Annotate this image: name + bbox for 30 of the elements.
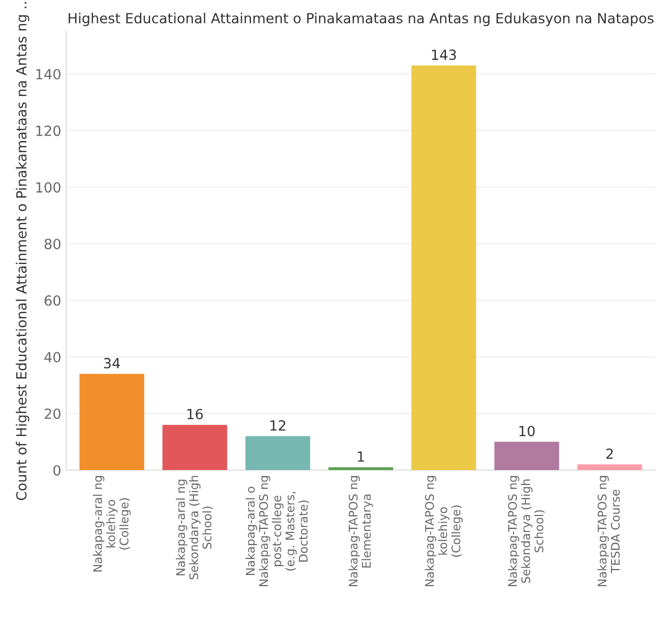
bar [411,66,476,470]
y-tick-label: 100 [36,182,60,193]
data-label: 143 [432,50,456,60]
x-tick-label: Nakapag-TAPOS ng kolehiyo (College) [424,476,463,586]
x-tick-label: Nakapag-TAPOS ng TESDA Course [597,476,620,586]
data-label: 34 [104,358,120,368]
bar [79,374,144,470]
data-label: 1 [358,451,364,462]
x-tick-label: Nakapag-aral o Nakapag-TAPOS ng post-college (e.g. Masters, Doctorate) [246,476,310,586]
x-tick-label: Nakapag-TAPOS ng Elementarya [348,476,374,586]
y-tick-label: 140 [36,68,60,80]
y-tick-label: 0 [53,465,60,476]
x-tick-label: Nakapag-TAPOS ng Sekondarya (High School) [508,476,545,586]
y-tick-label: 40 [44,352,60,362]
bar [494,442,560,470]
y-tick-label: 20 [44,408,60,419]
chart-title: Highest Educational Attainment o Pinakamataas na Antas ng Edukasyon na Natapos [68,12,654,26]
data-label: 12 [270,420,286,430]
x-tick-label: Nakapag-aral ng Sekondarya (High School) [176,476,213,580]
bar [577,464,642,470]
bar [245,436,310,470]
y-tick-label: 60 [44,295,60,306]
y-axis-title: Count of Highest Educational Attainment o Pinakamataas na Antas ng .. [16,2,30,500]
data-label: 16 [188,408,203,420]
bar [162,424,228,470]
data-label: 10 [519,426,535,436]
y-tick-label: 80 [44,238,60,250]
x-tick-label: Nakapag-aral ng kolehiyo (College) [92,476,131,572]
data-label: 2 [606,448,613,459]
y-tick-label: 120 [36,126,60,136]
